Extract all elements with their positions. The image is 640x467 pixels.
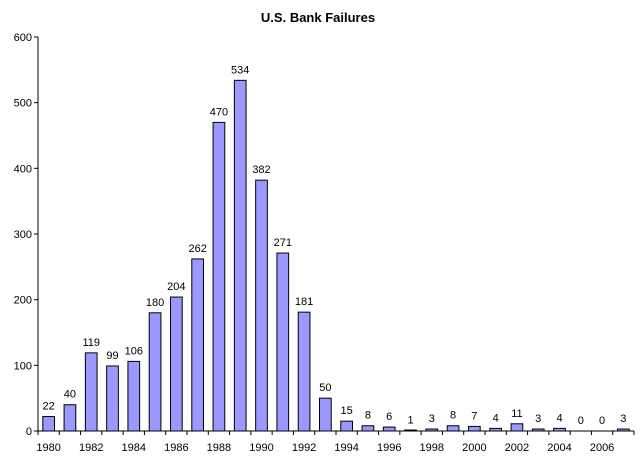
x-tick-label: 2000 (462, 442, 486, 454)
y-tick-label: 100 (14, 360, 32, 372)
bar (106, 365, 119, 432)
bar (148, 312, 162, 432)
data-label: 3 (429, 413, 435, 425)
data-label: 22 (43, 401, 55, 413)
data-label: 534 (231, 64, 249, 76)
data-label: 271 (274, 237, 292, 249)
y-axis: 0 100 200 300 400 500 600 (14, 32, 39, 438)
data-label: 6 (386, 411, 392, 423)
bar (404, 429, 417, 432)
x-tick-label: 1984 (122, 442, 146, 454)
bar (212, 121, 226, 432)
data-label: 7 (471, 410, 477, 422)
bar (319, 397, 332, 432)
bar (276, 252, 290, 432)
bar (425, 428, 439, 432)
x-tick-label: 1992 (292, 442, 316, 454)
y-tick-label: 400 (14, 163, 32, 175)
data-label: 11 (511, 408, 522, 420)
x-tick-label: 2002 (505, 442, 529, 454)
bar (531, 428, 545, 432)
x-tick-label: 1980 (36, 442, 60, 454)
bar (489, 427, 503, 432)
x-tick-label: 1998 (420, 442, 444, 454)
bar (84, 352, 98, 432)
bar (297, 311, 311, 432)
data-label: 40 (64, 389, 76, 401)
data-label: 0 (599, 415, 605, 427)
x-axis: 1980 1982 1984 1986 1988 1990 1992 1994 1996 1998… (36, 430, 635, 454)
data-label: 8 (365, 410, 371, 422)
data-label: 50 (319, 382, 331, 394)
data-label: 106 (125, 345, 143, 357)
data-label: 4 (493, 412, 499, 424)
data-label: 119 (82, 337, 100, 349)
bar (446, 425, 460, 432)
bar (255, 179, 268, 432)
bar (63, 404, 77, 432)
bar (42, 416, 56, 432)
data-label: 0 (578, 415, 584, 427)
bar (553, 427, 566, 432)
y-tick-label: 600 (14, 32, 32, 44)
data-label: 470 (210, 106, 228, 118)
bar (233, 79, 247, 432)
x-tick-label: 1996 (377, 442, 401, 454)
bar (191, 258, 204, 432)
x-tick-label: 1986 (164, 442, 188, 454)
bar (170, 296, 183, 432)
y-tick-label: 300 (14, 229, 32, 241)
data-label: 4 (556, 412, 562, 424)
x-tick-label: 2004 (547, 442, 571, 454)
data-label: 3 (620, 413, 626, 425)
bar (617, 428, 630, 432)
chart-title: U.S. Bank Failures (261, 10, 375, 25)
y-tick-label: 500 (14, 98, 32, 110)
y-tick-label: 0 (26, 426, 32, 438)
bar (127, 360, 141, 432)
x-tick-label: 1982 (79, 442, 103, 454)
bars (42, 79, 630, 432)
x-tick-label: 1990 (249, 442, 273, 454)
data-label: 8 (450, 410, 456, 422)
data-label: 1 (407, 414, 413, 426)
data-label: 99 (106, 350, 118, 362)
data-label: 181 (295, 296, 313, 308)
data-label: 262 (188, 243, 206, 255)
bar (510, 423, 524, 432)
bar (340, 420, 354, 432)
data-label: 15 (341, 405, 353, 417)
data-label: 3 (535, 413, 541, 425)
x-tick-label: 1988 (207, 442, 231, 454)
x-tick-label: 2006 (590, 442, 614, 454)
x-tick-label: 1994 (334, 442, 358, 454)
data-label: 382 (252, 164, 270, 176)
data-label: 204 (167, 281, 185, 293)
bar (468, 425, 481, 432)
bar (361, 425, 375, 432)
y-tick-label: 200 (14, 295, 32, 307)
bar (382, 426, 396, 432)
data-label: 180 (146, 297, 164, 309)
